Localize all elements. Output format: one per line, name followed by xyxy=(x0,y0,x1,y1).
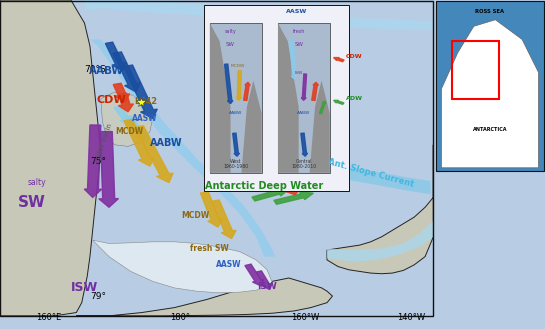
Text: CDW: CDW xyxy=(346,54,363,59)
FancyArrow shape xyxy=(236,71,241,100)
FancyArrow shape xyxy=(319,101,326,114)
Bar xyxy=(204,5,349,191)
FancyArrow shape xyxy=(334,58,344,62)
Polygon shape xyxy=(241,81,262,173)
Polygon shape xyxy=(76,278,332,316)
Text: Central
1980-2010: Central 1980-2010 xyxy=(292,159,317,169)
FancyArrow shape xyxy=(252,189,289,201)
Text: 79°: 79° xyxy=(90,291,106,301)
Text: 160°E: 160°E xyxy=(37,314,62,322)
FancyArrow shape xyxy=(84,125,102,197)
Polygon shape xyxy=(327,145,433,274)
FancyArrow shape xyxy=(262,180,299,195)
Text: 160°W: 160°W xyxy=(291,314,319,322)
FancyArrow shape xyxy=(125,116,149,141)
Text: fresh SW: fresh SW xyxy=(190,244,229,253)
FancyArrow shape xyxy=(211,200,236,239)
Text: AABW: AABW xyxy=(150,138,183,148)
Text: CDW: CDW xyxy=(97,95,126,105)
Polygon shape xyxy=(441,20,538,168)
Text: ANTARCTICA: ANTARCTICA xyxy=(473,127,507,132)
Polygon shape xyxy=(90,39,275,257)
FancyArrow shape xyxy=(99,132,118,207)
Text: ISW: ISW xyxy=(257,282,277,291)
Text: Antarctic Deep Water: Antarctic Deep Water xyxy=(205,181,323,191)
Text: MCDW: MCDW xyxy=(181,211,209,220)
FancyArrow shape xyxy=(268,175,307,188)
Text: ISW: ISW xyxy=(294,71,303,75)
Polygon shape xyxy=(93,240,272,293)
Polygon shape xyxy=(327,220,433,262)
FancyArrow shape xyxy=(290,39,297,79)
Polygon shape xyxy=(278,23,299,173)
Text: MCDW: MCDW xyxy=(231,64,245,68)
Polygon shape xyxy=(101,92,153,146)
FancyArrow shape xyxy=(113,83,130,102)
FancyArrow shape xyxy=(135,126,173,183)
Text: Joides Basin: Joides Basin xyxy=(94,122,113,164)
Text: 75°: 75° xyxy=(90,157,106,166)
FancyArrow shape xyxy=(274,192,313,204)
Text: 180°: 180° xyxy=(170,314,190,322)
Text: ADW: ADW xyxy=(346,96,363,101)
FancyArrow shape xyxy=(113,52,140,92)
Text: ISW: ISW xyxy=(71,281,98,294)
FancyArrow shape xyxy=(201,192,223,227)
Polygon shape xyxy=(0,0,101,316)
Polygon shape xyxy=(310,81,330,173)
Text: ROSS SEA: ROSS SEA xyxy=(475,9,505,14)
FancyArrow shape xyxy=(124,119,154,166)
Text: AABW: AABW xyxy=(229,111,243,114)
Bar xyxy=(0,1,433,316)
Text: SW: SW xyxy=(226,42,235,47)
Text: fresh: fresh xyxy=(293,29,305,34)
Text: SW: SW xyxy=(17,195,46,210)
Bar xyxy=(436,1,544,171)
Text: LC42: LC42 xyxy=(135,96,158,106)
Text: 140°W: 140°W xyxy=(397,314,426,322)
Polygon shape xyxy=(297,158,431,194)
FancyArrow shape xyxy=(244,82,250,100)
FancyArrow shape xyxy=(114,106,132,125)
FancyArrow shape xyxy=(124,65,158,118)
Text: SW: SW xyxy=(294,42,303,47)
Text: 70°S: 70°S xyxy=(84,64,106,74)
Text: West
1960-1980: West 1960-1980 xyxy=(223,159,249,169)
Text: salty: salty xyxy=(225,29,237,34)
Bar xyxy=(0,0,433,316)
Text: salty: salty xyxy=(28,178,46,187)
FancyArrow shape xyxy=(312,82,318,100)
FancyArrow shape xyxy=(334,100,344,104)
Bar xyxy=(210,23,262,173)
FancyArrow shape xyxy=(301,133,307,156)
Polygon shape xyxy=(210,23,231,173)
FancyArrow shape xyxy=(118,93,134,112)
Text: AABW: AABW xyxy=(298,111,311,114)
Text: AASW: AASW xyxy=(287,9,307,14)
Bar xyxy=(452,41,499,99)
FancyArrow shape xyxy=(105,42,126,71)
FancyArrow shape xyxy=(256,271,272,290)
Text: AASW: AASW xyxy=(132,114,157,123)
Bar xyxy=(278,23,330,173)
Text: AASW: AASW xyxy=(216,260,241,269)
Text: MCDW: MCDW xyxy=(116,127,144,136)
FancyArrow shape xyxy=(233,133,239,156)
FancyArrow shape xyxy=(225,64,233,104)
Text: Ant. Slope Current: Ant. Slope Current xyxy=(326,157,415,189)
Text: AABW: AABW xyxy=(89,66,124,76)
FancyArrow shape xyxy=(245,264,264,286)
FancyArrow shape xyxy=(301,74,306,100)
Polygon shape xyxy=(84,0,433,30)
